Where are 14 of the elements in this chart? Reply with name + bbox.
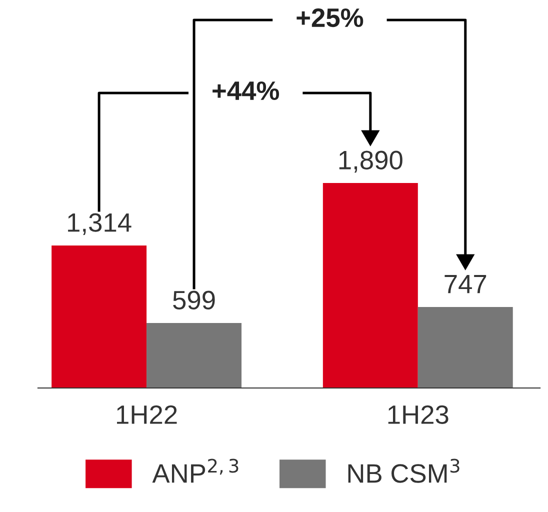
legend-label: ANP$^{2,3}$ xyxy=(152,458,238,483)
bar xyxy=(322,183,418,388)
bar xyxy=(418,306,513,388)
data-label: 599 xyxy=(173,290,215,310)
text: +44% xyxy=(212,81,279,100)
bar xyxy=(52,245,147,388)
data-label: 747 xyxy=(444,275,486,294)
data-label: 1,890 xyxy=(339,150,402,173)
bar xyxy=(146,323,242,388)
x-tick-label: 1H22 xyxy=(117,405,177,424)
legend-label: NB CSM$^{3}$ xyxy=(348,458,460,483)
data-label: 1,314 xyxy=(68,213,132,236)
text: +25% xyxy=(296,8,364,28)
x-tick-label: 1H23 xyxy=(388,405,448,424)
